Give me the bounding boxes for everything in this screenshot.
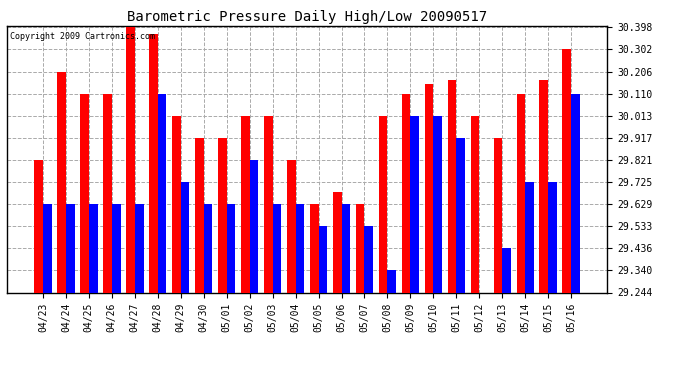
Bar: [112, 204, 121, 292]
Bar: [549, 182, 557, 292]
Bar: [80, 93, 89, 292]
Bar: [319, 226, 327, 292]
Bar: [364, 226, 373, 292]
Title: Barometric Pressure Daily High/Low 20090517: Barometric Pressure Daily High/Low 20090…: [127, 10, 487, 24]
Bar: [181, 182, 190, 292]
Bar: [273, 204, 282, 292]
Bar: [388, 270, 396, 292]
Bar: [158, 93, 166, 292]
Bar: [379, 116, 388, 292]
Bar: [264, 116, 273, 292]
Text: Copyright 2009 Cartronics.com: Copyright 2009 Cartronics.com: [10, 32, 155, 40]
Bar: [502, 248, 511, 292]
Bar: [333, 192, 342, 292]
Bar: [471, 116, 480, 292]
Bar: [540, 80, 549, 292]
Bar: [89, 204, 97, 292]
Bar: [424, 84, 433, 292]
Bar: [493, 138, 502, 292]
Bar: [402, 93, 411, 292]
Bar: [126, 27, 135, 292]
Bar: [411, 116, 419, 292]
Bar: [310, 204, 319, 292]
Bar: [433, 116, 442, 292]
Bar: [295, 204, 304, 292]
Bar: [149, 34, 158, 292]
Bar: [172, 116, 181, 292]
Bar: [218, 138, 226, 292]
Bar: [204, 204, 213, 292]
Bar: [525, 182, 534, 292]
Bar: [456, 138, 465, 292]
Bar: [43, 204, 52, 292]
Bar: [34, 160, 43, 292]
Bar: [356, 204, 364, 292]
Bar: [195, 138, 204, 292]
Bar: [342, 204, 351, 292]
Bar: [103, 93, 112, 292]
Bar: [226, 204, 235, 292]
Bar: [250, 160, 258, 292]
Bar: [571, 93, 580, 292]
Bar: [287, 160, 295, 292]
Bar: [448, 80, 456, 292]
Bar: [517, 93, 525, 292]
Bar: [241, 116, 250, 292]
Bar: [562, 50, 571, 292]
Bar: [135, 204, 144, 292]
Bar: [57, 72, 66, 292]
Bar: [66, 204, 75, 292]
